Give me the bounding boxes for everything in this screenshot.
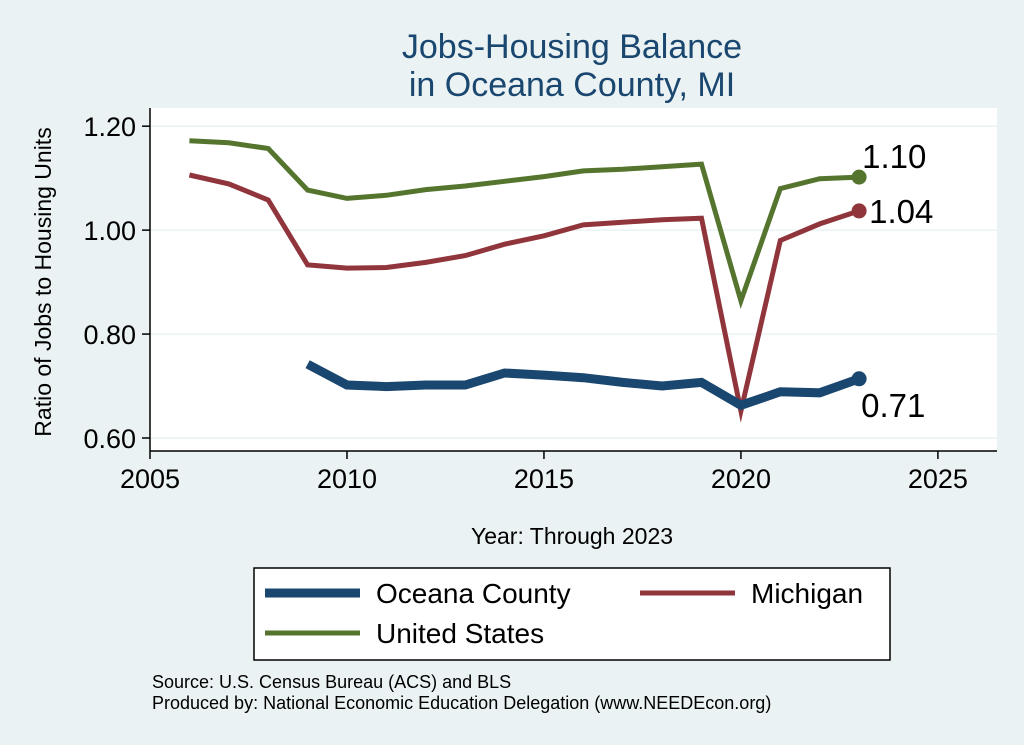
legend-box bbox=[253, 567, 891, 661]
y-axis-ticks: 0.60 0.80 1.00 1.20 bbox=[83, 112, 150, 454]
series-line-oceana bbox=[305, 360, 861, 411]
x-axis-label: Year: Through 2023 bbox=[471, 523, 673, 549]
plot-area bbox=[150, 108, 997, 451]
x-tick-label: 2025 bbox=[908, 464, 968, 494]
series-endpoint-michigan bbox=[851, 203, 867, 219]
y-axis-label: Ratio of Jobs to Housing Units bbox=[30, 127, 56, 436]
end-value-label-us: 1.10 bbox=[862, 138, 926, 175]
y-tick-label: 1.20 bbox=[83, 112, 136, 142]
legend: Oceana County Michigan United States bbox=[253, 567, 891, 661]
y-tick-label: 0.80 bbox=[83, 320, 136, 350]
source-note: Source: U.S. Census Bureau (ACS) and BLS bbox=[152, 672, 511, 692]
series-layer: 1.10 1.04 0.71 bbox=[188, 138, 933, 424]
legend-label-us: United States bbox=[376, 618, 544, 649]
chart-title-line-2: in Oceana County, MI bbox=[409, 66, 735, 104]
x-tick-label: 2010 bbox=[317, 464, 377, 494]
chart-title-line-1: Jobs-Housing Balance bbox=[402, 28, 742, 66]
series-line-us bbox=[189, 138, 860, 310]
series-line-michigan bbox=[188, 172, 860, 423]
end-value-label-michigan: 1.04 bbox=[869, 193, 933, 230]
x-tick-label: 2015 bbox=[514, 464, 574, 494]
legend-label-michigan: Michigan bbox=[751, 578, 863, 609]
x-tick-label: 2020 bbox=[711, 464, 771, 494]
producer-note: Produced by: National Economic Education… bbox=[152, 693, 771, 713]
end-value-label-oceana: 0.71 bbox=[861, 387, 925, 424]
series-endpoint-us bbox=[851, 169, 867, 185]
series-endpoint-oceana bbox=[851, 371, 867, 387]
legend-label-oceana: Oceana County bbox=[376, 578, 571, 609]
x-axis-ticks: 2005 2010 2015 2020 2025 bbox=[120, 451, 968, 494]
x-tick-label: 2005 bbox=[120, 464, 180, 494]
y-tick-label: 1.00 bbox=[83, 216, 136, 246]
y-tick-label: 0.60 bbox=[83, 424, 136, 454]
